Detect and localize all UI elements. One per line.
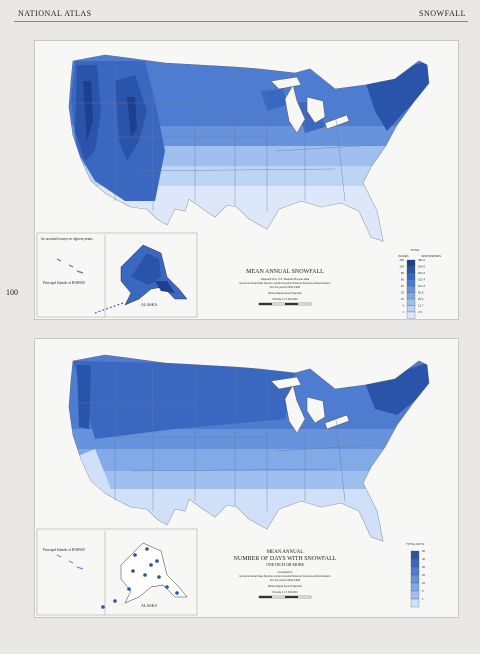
alaska-inset: ALASKA Principal Islands of HAWAII No sn…	[36, 232, 198, 318]
legend1-inches-label: 10	[401, 297, 405, 301]
header-rule	[14, 21, 468, 22]
legend1-swatch	[406, 292, 416, 300]
legend1-swatch	[406, 311, 416, 319]
snowfall-legend: TOTAL INCHES CENTIMETERS 150 381.0 100 254.…	[398, 248, 441, 319]
legend1-inches-label: 80	[401, 271, 405, 275]
legend2-swatch	[410, 566, 420, 576]
legend2-title: TOTAL DAYS	[406, 542, 424, 546]
legend2-swatch	[410, 598, 420, 608]
hawaii-label: Principal Islands of HAWAII	[43, 281, 86, 285]
alaska-inset-2: ALASKA Principal Islands of HAWAII	[36, 528, 198, 616]
legend1-cm-label: 2.5	[418, 310, 422, 314]
legend1-title: TOTAL	[410, 248, 420, 252]
svg-text:Adapted from U.S. Weather Bure: Adapted from U.S. Weather Bureau data	[261, 277, 310, 281]
legend1-cm-label: 25.4	[418, 297, 424, 301]
legend2-swatch	[410, 590, 420, 600]
svg-text:Environmental Data Service, En: Environmental Data Service, Environmenta…	[240, 574, 331, 578]
svg-text:Albers Equal Area Projection: Albers Equal Area Projection	[268, 291, 303, 295]
legend1-cm-label: 254.0	[418, 265, 425, 269]
legend1-swatch	[406, 305, 416, 313]
legend2-swatch	[410, 582, 420, 592]
legend1-cm-label: 101.6	[418, 284, 425, 288]
header-right: SNOWFALL	[419, 9, 466, 18]
svg-text:For the period 1931-1960: For the period 1931-1960	[270, 285, 301, 289]
state-boundaries-2	[73, 359, 376, 511]
legend1-swatch	[406, 285, 416, 293]
legend1-swatch	[406, 266, 416, 274]
snow-days-legend: TOTAL DAYS 50 40 30 20 10 5 1	[406, 542, 426, 608]
scale-bar-2	[258, 595, 312, 599]
header-left: NATIONAL ATLAS	[18, 9, 92, 18]
legend2-days-label: 50	[422, 549, 426, 553]
svg-text:SCALE 1:17,000,000: SCALE 1:17,000,000	[272, 590, 298, 594]
snow-days-map-svg: ALASKA Principal Islands of HAWAII MEAN …	[36, 354, 430, 616]
legend2-days-label: 10	[422, 581, 426, 585]
legend1-inches-label: 150	[399, 258, 404, 262]
lake-superior-2	[270, 376, 302, 390]
legend1-cm-label: 203.2	[418, 271, 425, 275]
snow-days-map-panel: ALASKA Principal Islands of HAWAII MEAN …	[34, 338, 459, 618]
snowfall-map-panel: ALASKA Principal Islands of HAWAII No sn…	[34, 40, 459, 320]
legend2-days-label: 1	[422, 597, 424, 601]
legend1-inches-label: 20	[401, 291, 405, 295]
legend2-days-label: 5	[422, 589, 424, 593]
lake-huron-2	[306, 396, 326, 424]
map2-title-block: MEAN ANNUAL NUMBER OF DAYS WITH SNOWFALL…	[234, 550, 337, 599]
map1-title-block: MEAN ANNUAL SNOWFALL Adapted from U.S. W…	[240, 269, 331, 306]
legend1-cm-label: 12.7	[418, 304, 424, 308]
legend1-col2: CENTIMETERS	[421, 254, 441, 258]
legend2-swatch	[410, 550, 420, 560]
legend1-cm-label: 50.8	[418, 291, 424, 295]
legend2-days-label: 40	[422, 557, 426, 561]
legend1-inches-label: 60	[401, 278, 405, 282]
legend1-inches-label: 5	[402, 304, 404, 308]
lake-superior	[270, 76, 302, 90]
conus-snow-days-shading	[68, 354, 430, 542]
legend1-inches-label: 100	[399, 265, 404, 269]
legend1-cm-label: 152.4	[418, 278, 425, 282]
legend2-swatch	[410, 558, 420, 568]
hawaii-label-2: Principal Islands of HAWAII	[43, 548, 86, 552]
svg-text:ONE INCH OR MORE: ONE INCH OR MORE	[266, 562, 305, 567]
map1-title: MEAN ANNUAL SNOWFALL	[246, 269, 324, 275]
legend1-swatch	[406, 298, 416, 306]
svg-text:For the period 1931-1960: For the period 1931-1960	[270, 578, 301, 582]
lake-erie-2	[324, 414, 350, 430]
svg-text:Environmental Data Service, En: Environmental Data Service, Environmenta…	[240, 281, 331, 285]
legend2-days-label: 20	[422, 573, 426, 577]
legend1-swatch	[406, 272, 416, 280]
legend1-inches-label: 40	[401, 284, 405, 288]
legend1-inches-label: 1	[402, 310, 404, 314]
legend1-swatch	[406, 259, 416, 267]
legend2-swatch	[410, 574, 420, 584]
page-number: 100	[6, 288, 18, 297]
svg-text:Albers Equal Area Projection: Albers Equal Area Projection	[268, 584, 303, 588]
legend1-cm-label: 381.0	[418, 258, 425, 262]
map2-title: NUMBER OF DAYS WITH SNOWFALL	[234, 556, 337, 562]
svg-text:MEAN ANNUAL: MEAN ANNUAL	[267, 550, 304, 555]
snowfall-map-svg: ALASKA Principal Islands of HAWAII No sn…	[36, 54, 441, 319]
lake-erie	[324, 114, 350, 130]
lake-huron	[306, 96, 326, 124]
legend1-col1: INCHES	[398, 254, 409, 258]
alaska-label-2: ALASKA	[141, 603, 157, 608]
scale-bar	[258, 302, 312, 306]
alaska-label: ALASKA	[141, 302, 157, 307]
state-boundaries	[73, 59, 376, 211]
svg-text:Compiled by: Compiled by	[278, 570, 294, 574]
hawaii-note: No snowfall except on highest peaks	[41, 237, 93, 241]
legend2-days-label: 30	[422, 565, 426, 569]
legend1-swatch	[406, 279, 416, 287]
conus-snowfall-shading	[68, 54, 430, 242]
svg-text:SCALE 1:17,000,000: SCALE 1:17,000,000	[272, 297, 298, 301]
